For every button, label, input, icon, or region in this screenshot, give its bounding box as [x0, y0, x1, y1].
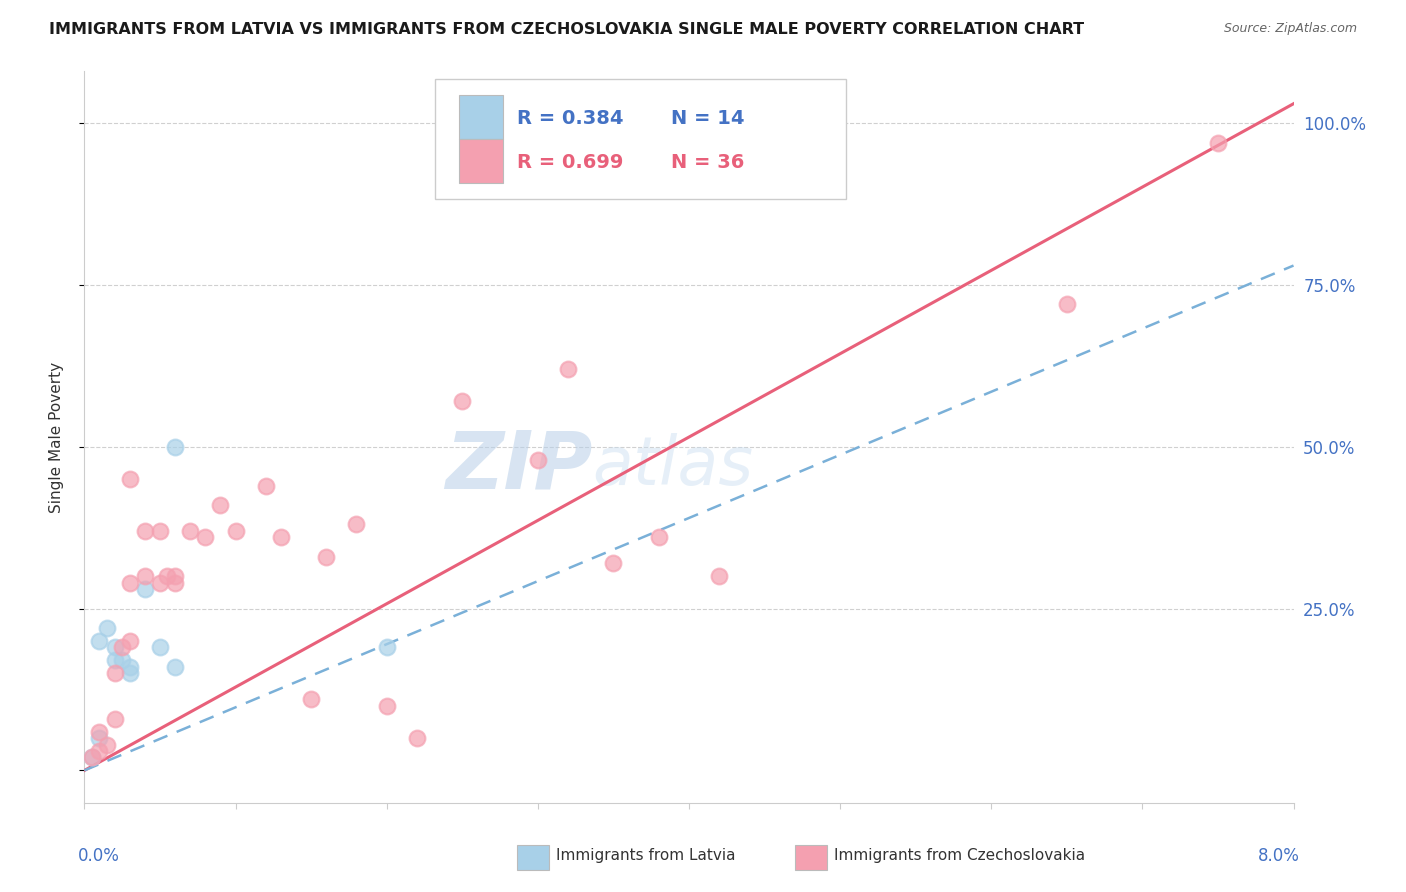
Point — [118, 666, 141, 681]
Point — [270, 530, 292, 544]
Point — [80, 750, 103, 764]
Point — [156, 569, 179, 583]
Point — [134, 582, 156, 597]
Point — [557, 362, 579, 376]
Text: IMMIGRANTS FROM LATVIA VS IMMIGRANTS FROM CZECHOSLOVAKIA SINGLE MALE POVERTY COR: IMMIGRANTS FROM LATVIA VS IMMIGRANTS FRO… — [49, 22, 1084, 37]
Point — [89, 744, 111, 758]
Point — [96, 621, 118, 635]
Point — [104, 640, 127, 655]
Point — [134, 569, 156, 583]
FancyBboxPatch shape — [796, 846, 827, 870]
Y-axis label: Single Male Poverty: Single Male Poverty — [49, 361, 63, 513]
Point — [134, 524, 156, 538]
Point — [104, 666, 127, 681]
Point — [194, 530, 217, 544]
Point — [89, 634, 111, 648]
Point — [225, 524, 247, 538]
Point — [96, 738, 118, 752]
Point — [118, 575, 141, 590]
Point — [149, 640, 172, 655]
Point — [451, 394, 474, 409]
FancyBboxPatch shape — [460, 95, 503, 138]
Point — [648, 530, 671, 544]
Point — [346, 517, 368, 532]
Point — [1056, 297, 1078, 311]
Point — [111, 653, 134, 667]
Point — [89, 731, 111, 745]
Point — [165, 440, 187, 454]
Point — [111, 640, 134, 655]
Point — [149, 524, 172, 538]
Point — [527, 452, 550, 467]
Point — [165, 575, 187, 590]
Point — [149, 575, 172, 590]
Point — [299, 692, 322, 706]
Text: 0.0%: 0.0% — [79, 847, 120, 864]
Point — [709, 569, 731, 583]
Point — [89, 724, 111, 739]
Point — [118, 472, 141, 486]
Text: N = 36: N = 36 — [671, 153, 744, 172]
Text: 8.0%: 8.0% — [1258, 847, 1299, 864]
Point — [80, 750, 103, 764]
FancyBboxPatch shape — [517, 846, 548, 870]
Text: atlas: atlas — [592, 434, 754, 500]
Point — [165, 569, 187, 583]
Text: ZIP: ZIP — [444, 427, 592, 506]
Point — [315, 549, 337, 564]
Point — [254, 478, 277, 492]
Point — [375, 640, 398, 655]
Text: R = 0.699: R = 0.699 — [517, 153, 624, 172]
Text: Source: ZipAtlas.com: Source: ZipAtlas.com — [1223, 22, 1357, 36]
Text: Immigrants from Czechoslovakia: Immigrants from Czechoslovakia — [834, 848, 1085, 863]
Point — [375, 698, 398, 713]
FancyBboxPatch shape — [460, 139, 503, 183]
Text: Immigrants from Latvia: Immigrants from Latvia — [555, 848, 735, 863]
Point — [602, 557, 624, 571]
Point — [1206, 136, 1229, 150]
Point — [179, 524, 201, 538]
Point — [209, 498, 232, 512]
Point — [104, 653, 127, 667]
Text: N = 14: N = 14 — [671, 110, 744, 128]
Point — [165, 660, 187, 674]
Point — [104, 712, 127, 726]
Point — [118, 660, 141, 674]
Point — [406, 731, 429, 745]
FancyBboxPatch shape — [434, 78, 846, 200]
Point — [118, 634, 141, 648]
Text: R = 0.384: R = 0.384 — [517, 110, 624, 128]
